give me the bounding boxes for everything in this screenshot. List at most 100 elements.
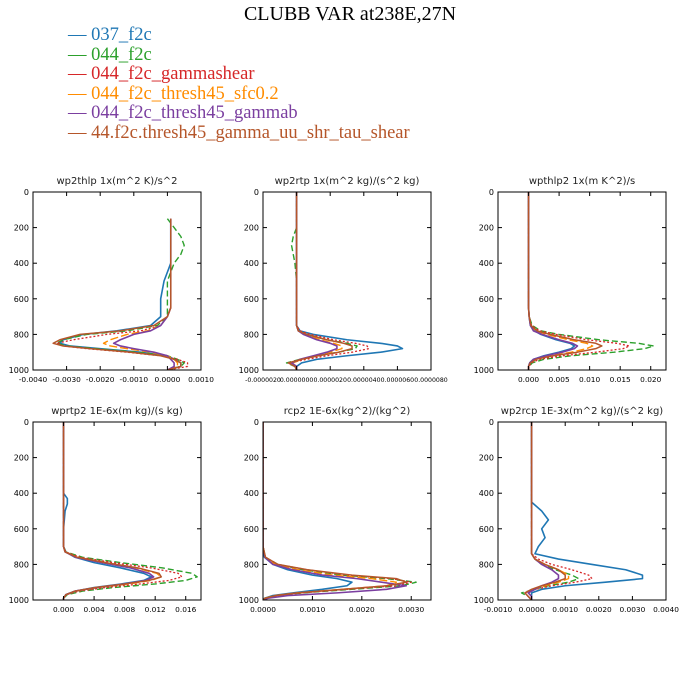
y-tick-label: 0 (24, 418, 29, 427)
plot-frame (32, 191, 202, 371)
series-line (292, 192, 343, 370)
legend-item: — 037_f2c (68, 25, 410, 46)
y-tick-label: 1000 (9, 596, 29, 605)
series-line (524, 422, 566, 600)
series-line (524, 422, 593, 600)
y-tick-label: 600 (14, 525, 29, 534)
x-tick-label: 0.000 (518, 375, 539, 384)
y-tick-label: 400 (14, 489, 29, 498)
series-line (520, 422, 580, 600)
x-tick-label: -0.0040 (19, 375, 48, 384)
y-tick-label: 1000 (9, 366, 29, 375)
chart-panel: wp2rtp 1x(m^2 kg)/(s^2 kg) 0 200 400 600 800 1… (239, 176, 448, 384)
x-tick-label: 0.0000040 (347, 377, 381, 384)
legend-item: — 044_f2c (68, 44, 410, 66)
x-tick-label: 0.0040 (653, 605, 679, 614)
panel-title: wprtp2 1E-6x(m kg)/(s kg) (51, 406, 183, 417)
x-tick-label: 0.0000 (250, 605, 276, 614)
series-line (287, 192, 353, 370)
y-tick-label: 200 (244, 224, 259, 233)
y-tick-label: 1000 (474, 596, 494, 605)
y-tick-label: 800 (244, 560, 259, 569)
x-tick-label: 0.015 (610, 375, 631, 384)
y-tick-label: 800 (479, 560, 494, 569)
plot-frame (497, 421, 667, 601)
x-tick-label: 0.020 (640, 375, 661, 384)
series-group (527, 192, 655, 370)
x-tick-label: -0.0020 (86, 375, 115, 384)
x-tick-label: 0.0000000 (280, 377, 314, 384)
series-line (62, 422, 163, 600)
y-tick-label: 600 (479, 295, 494, 304)
y-tick-label: 200 (244, 454, 259, 463)
legend-item: — 044_f2c_thresh45_sfc0.2 (68, 84, 410, 105)
x-tick-label: 0.0020 (586, 605, 612, 614)
plot-frame (32, 421, 202, 601)
legend-line-marker: — (68, 103, 92, 124)
series-group (520, 422, 644, 600)
y-tick-label: 200 (479, 224, 494, 233)
legend-label: 44.f2c.thresh45_gamma_uu_shr_tau_shear (91, 122, 410, 143)
series-group (263, 422, 417, 600)
series-line (102, 218, 179, 370)
legend-label: 044_f2c_thresh45_gammab (91, 103, 298, 124)
panel-title: rcp2 1E-6x(kg^2)/(kg^2) (284, 406, 411, 417)
x-tick-label: 0.0000080 (414, 377, 448, 384)
series-group (52, 218, 189, 370)
x-tick-label: 0.0030 (398, 605, 424, 614)
series-line (527, 192, 594, 370)
series-line (527, 192, 603, 370)
chart-panel: rcp2 1E-6x(kg^2)/(kg^2) 0 200 400 600 800 1000… (239, 406, 432, 614)
x-tick-label: -0.0030 (52, 375, 81, 384)
y-tick-label: 600 (14, 295, 29, 304)
legend-line-marker: — (68, 122, 92, 143)
series-line (527, 422, 560, 600)
x-tick-label: 0.0000020 (313, 377, 347, 384)
series-line (527, 192, 576, 370)
legend-line-marker: — (68, 44, 92, 65)
figure-title: CLUBB VAR at238E,27N (243, 3, 457, 25)
series-line (62, 422, 153, 600)
y-tick-label: 0 (489, 418, 494, 427)
y-tick-label: 800 (14, 560, 29, 569)
legend-item: — 044_f2c_thresh45_gammab (68, 104, 410, 124)
legend-line-marker: — (68, 64, 92, 85)
plot-frame (497, 191, 667, 371)
x-tick-label: 0.000 (53, 605, 74, 614)
legend-line-marker: — (68, 25, 92, 45)
series-line (527, 192, 630, 370)
plot-frame (262, 191, 432, 371)
y-tick-label: 200 (14, 224, 29, 233)
y-tick-label: 0 (489, 188, 494, 197)
legend-label: 037_f2c (91, 25, 152, 45)
panel-title: wp2rcp 1E-3x(m^2 kg)/(s^2 kg) (501, 406, 664, 417)
legend: — 037_f2c — 044_f2c — 044_f2c_gammashear… (68, 25, 410, 144)
y-tick-label: 800 (244, 330, 259, 339)
y-tick-label: 400 (479, 489, 494, 498)
x-tick-label: 0.0020 (349, 605, 375, 614)
x-tick-label: 0.0000 (519, 605, 545, 614)
x-tick-label: 0.010 (579, 375, 600, 384)
x-tick-label: 0.0030 (619, 605, 645, 614)
legend-item: — 044_f2c_gammashear (68, 64, 410, 85)
plot-frame (262, 421, 432, 601)
chart-panel: wp2thlp 1x(m^2 K)/s^202004006008001000-0… (9, 176, 215, 384)
x-tick-label: 0.0010 (299, 605, 325, 614)
series-line (263, 422, 408, 600)
y-tick-label: 800 (479, 330, 494, 339)
y-tick-label: 800 (14, 330, 29, 339)
series-line (530, 422, 644, 600)
chart-panel: wprtp2 1E-6x(m kg)/(s kg) 0 200 400 600 800 10… (9, 406, 202, 614)
series-group (285, 192, 404, 370)
y-tick-label: 1000 (239, 366, 259, 375)
y-tick-label: 600 (244, 295, 259, 304)
x-tick-label: 0.016 (175, 605, 196, 614)
legend-item: — 44.f2c.thresh45_gamma_uu_shr_tau_shear (68, 122, 410, 144)
x-tick-label: 0.005 (549, 375, 570, 384)
x-tick-label: 0.008 (114, 605, 135, 614)
panel-title: wp2rtp 1x(m^2 kg)/(s^2 kg) (275, 176, 420, 187)
y-tick-label: 0 (254, 188, 259, 197)
y-tick-label: 400 (479, 259, 494, 268)
y-tick-label: 600 (479, 525, 494, 534)
